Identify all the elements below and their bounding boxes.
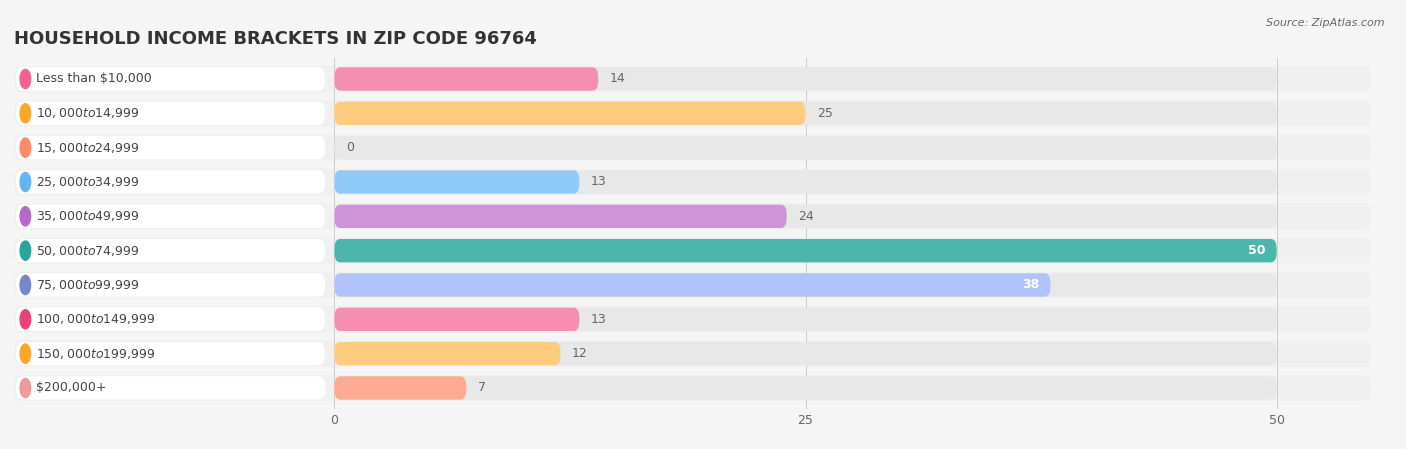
FancyBboxPatch shape [335,376,1277,400]
Text: $10,000 to $14,999: $10,000 to $14,999 [35,106,139,120]
Text: Less than $10,000: Less than $10,000 [35,72,152,85]
FancyBboxPatch shape [335,273,1277,297]
Text: $25,000 to $34,999: $25,000 to $34,999 [35,175,139,189]
Text: $200,000+: $200,000+ [35,382,107,395]
FancyBboxPatch shape [15,170,325,194]
Text: 24: 24 [799,210,814,223]
FancyBboxPatch shape [335,170,1277,194]
FancyBboxPatch shape [14,341,1371,367]
Circle shape [20,138,31,157]
Text: 13: 13 [591,313,606,326]
FancyBboxPatch shape [15,136,325,159]
FancyBboxPatch shape [335,67,1277,91]
FancyBboxPatch shape [15,273,325,297]
FancyBboxPatch shape [335,376,467,400]
FancyBboxPatch shape [14,238,1371,264]
FancyBboxPatch shape [335,342,1277,365]
FancyBboxPatch shape [335,170,579,194]
FancyBboxPatch shape [335,101,806,125]
FancyBboxPatch shape [15,101,325,125]
Text: $50,000 to $74,999: $50,000 to $74,999 [35,244,139,258]
Text: 50: 50 [1247,244,1265,257]
FancyBboxPatch shape [335,67,598,91]
FancyBboxPatch shape [14,66,1371,92]
FancyBboxPatch shape [15,308,325,331]
Text: $75,000 to $99,999: $75,000 to $99,999 [35,278,139,292]
FancyBboxPatch shape [335,308,579,331]
Text: 38: 38 [1022,278,1039,291]
Text: $15,000 to $24,999: $15,000 to $24,999 [35,141,139,154]
Circle shape [20,69,31,88]
Text: HOUSEHOLD INCOME BRACKETS IN ZIP CODE 96764: HOUSEHOLD INCOME BRACKETS IN ZIP CODE 96… [14,31,537,48]
FancyBboxPatch shape [15,205,325,228]
FancyBboxPatch shape [335,273,1050,297]
FancyBboxPatch shape [335,239,1277,262]
FancyBboxPatch shape [335,205,1277,228]
Text: 0: 0 [346,141,354,154]
FancyBboxPatch shape [335,205,787,228]
FancyBboxPatch shape [335,101,1277,125]
Text: Source: ZipAtlas.com: Source: ZipAtlas.com [1267,18,1385,28]
FancyBboxPatch shape [15,67,325,91]
FancyBboxPatch shape [14,306,1371,332]
Text: 13: 13 [591,176,606,189]
FancyBboxPatch shape [15,239,325,262]
Circle shape [20,104,31,123]
Circle shape [20,207,31,226]
FancyBboxPatch shape [335,136,1277,159]
FancyBboxPatch shape [14,203,1371,229]
FancyBboxPatch shape [14,169,1371,195]
FancyBboxPatch shape [14,272,1371,298]
Text: $150,000 to $199,999: $150,000 to $199,999 [35,347,155,361]
FancyBboxPatch shape [14,135,1371,161]
Text: 7: 7 [478,382,485,395]
Circle shape [20,241,31,260]
Circle shape [20,344,31,363]
Text: 14: 14 [610,72,626,85]
Text: 12: 12 [572,347,588,360]
FancyBboxPatch shape [14,100,1371,126]
Circle shape [20,379,31,398]
FancyBboxPatch shape [15,342,325,365]
Text: $100,000 to $149,999: $100,000 to $149,999 [35,313,155,326]
Text: 25: 25 [817,107,832,120]
Circle shape [20,310,31,329]
FancyBboxPatch shape [15,376,325,400]
FancyBboxPatch shape [335,342,561,365]
Circle shape [20,275,31,295]
Text: $35,000 to $49,999: $35,000 to $49,999 [35,209,139,223]
FancyBboxPatch shape [335,239,1277,262]
Circle shape [20,172,31,192]
FancyBboxPatch shape [335,308,1277,331]
FancyBboxPatch shape [14,375,1371,401]
